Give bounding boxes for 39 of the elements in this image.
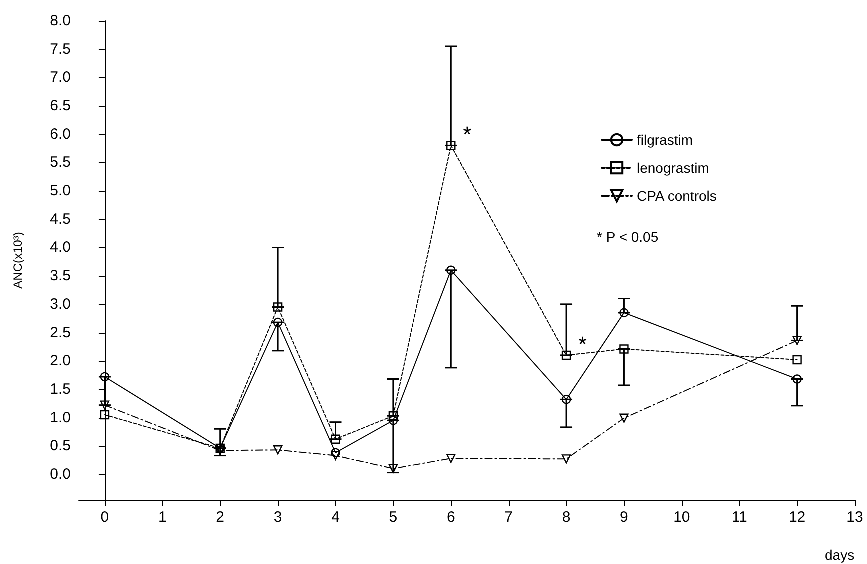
y-tick-label: 1.0 bbox=[50, 409, 71, 426]
x-tick-label: 9 bbox=[620, 509, 628, 526]
x-tick-label: 12 bbox=[788, 509, 806, 526]
annotation: * bbox=[463, 122, 472, 148]
y-tick-label: 4.5 bbox=[50, 210, 71, 228]
y-tick-label: 0.0 bbox=[50, 466, 71, 483]
x-tick-label: 0 bbox=[100, 509, 110, 526]
x-tick-label: 8 bbox=[562, 509, 571, 526]
y-tick-label: 6.5 bbox=[50, 98, 71, 115]
y-tick-label: 1.5 bbox=[50, 380, 71, 398]
legend-label: filgrastim bbox=[637, 132, 694, 148]
y-tick-label: 2.0 bbox=[50, 352, 71, 370]
legend-label: CPA controls bbox=[637, 188, 717, 204]
y-tick-label: 5.0 bbox=[50, 182, 71, 200]
y-tick-label: 5.5 bbox=[50, 154, 71, 172]
x-tick-label: 4 bbox=[332, 509, 340, 526]
y-tick-label: 8.0 bbox=[50, 12, 71, 30]
y-tick-label: 2.5 bbox=[50, 324, 71, 342]
x-tick-label: 11 bbox=[732, 509, 748, 526]
y-tick-label: 3.5 bbox=[50, 268, 71, 285]
x-tick-label: 10 bbox=[674, 509, 690, 526]
x-tick-label: 3 bbox=[274, 509, 282, 526]
x-tick-label: 7 bbox=[504, 509, 513, 526]
x-tick-label: 13 bbox=[846, 509, 864, 526]
y-tick-label: 3.0 bbox=[50, 296, 71, 313]
y-tick-label: 7.0 bbox=[50, 69, 71, 86]
y-tick-label: 0.5 bbox=[50, 438, 71, 455]
y-axis-title: ANC(x10³) bbox=[11, 232, 25, 289]
x-axis-title: days bbox=[825, 547, 855, 563]
y-tick-label: 4.0 bbox=[50, 239, 71, 256]
y-tick-label: 7.5 bbox=[50, 40, 71, 58]
annotation: * bbox=[578, 332, 588, 357]
x-tick-label: 6 bbox=[446, 509, 456, 526]
annotation: * P < 0.05 bbox=[597, 229, 659, 245]
x-tick-label: 2 bbox=[216, 509, 225, 526]
x-tick-label: 5 bbox=[389, 509, 398, 526]
x-tick-label: 1 bbox=[158, 509, 167, 526]
y-tick-label: 6.0 bbox=[50, 126, 71, 143]
legend-label: lenograstim bbox=[637, 160, 710, 176]
